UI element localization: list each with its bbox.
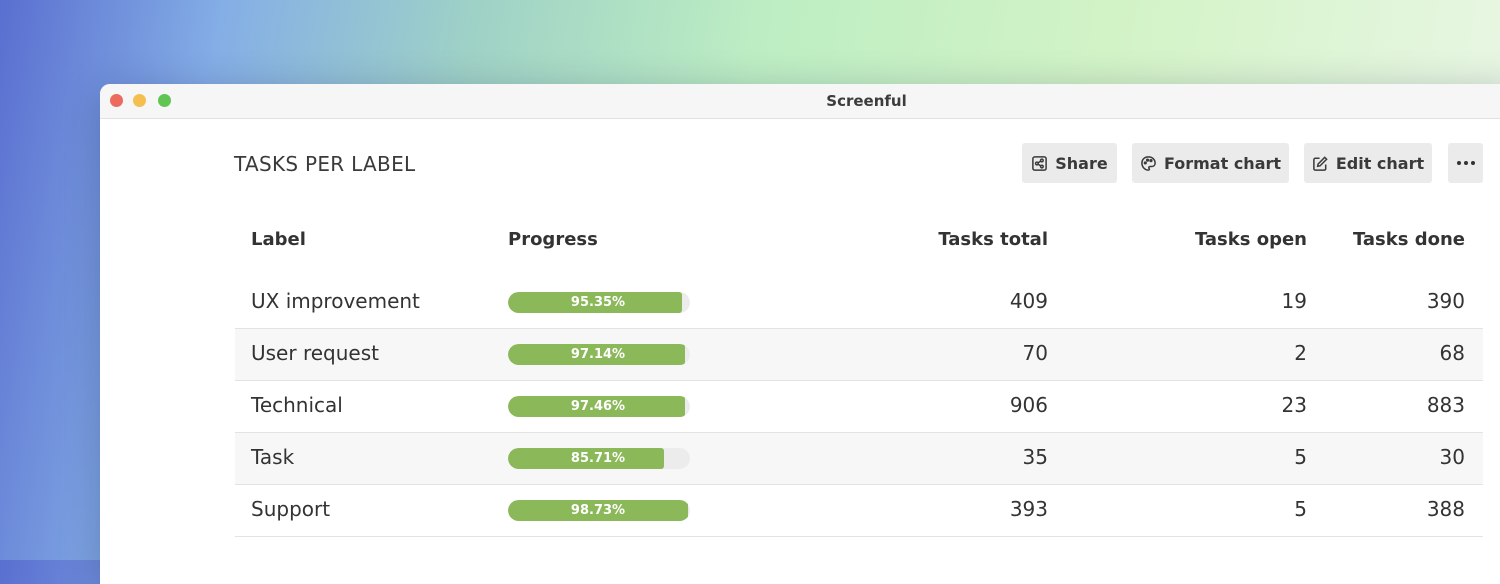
column-header-tasks-open[interactable]: Tasks open (1194, 229, 1307, 250)
progress-value: 95.35% (570, 295, 626, 310)
row-label: User request (251, 341, 379, 365)
progress-value: 85.71% (570, 451, 626, 466)
column-header-tasks-total[interactable]: Tasks total (938, 229, 1048, 250)
tasks-done: 883 (1426, 393, 1465, 417)
share-button[interactable]: Share (1022, 143, 1117, 183)
window-title: Screenful (826, 92, 907, 110)
progress-value: 98.73% (570, 503, 626, 518)
edit-icon (1312, 155, 1328, 171)
close-window-button[interactable] (110, 94, 123, 107)
progress-fill (508, 500, 688, 521)
column-header-label[interactable]: Label (251, 229, 306, 250)
progress-bar: 95.35% (508, 292, 690, 313)
row-label: Task (251, 445, 295, 469)
share-icon (1032, 155, 1048, 171)
tasks-table: Label Progress Tasks total Tasks open Ta… (235, 209, 1483, 537)
progress-fill (508, 448, 664, 469)
tasks-done: 68 (1439, 341, 1465, 365)
palette-icon (1141, 155, 1156, 171)
app-window: Screenful TASKS PER LABEL Share Format c… (100, 84, 1500, 584)
format-chart-label: Format chart (1163, 153, 1282, 173)
row-label: Support (251, 497, 331, 521)
minimize-window-button[interactable] (133, 94, 146, 107)
progress-bar: 85.71% (508, 448, 690, 469)
page-title: TASKS PER LABEL (234, 152, 416, 176)
tasks-total: 393 (1009, 497, 1048, 521)
tasks-total: 35 (1022, 445, 1048, 469)
progress-value: 97.14% (570, 347, 626, 362)
row-label: Technical (251, 393, 343, 417)
tasks-open: 23 (1281, 393, 1307, 417)
row-label: UX improvement (251, 289, 420, 313)
progress-value: 97.46% (570, 399, 626, 414)
table-row: UX improvement 95.35% 409 19 390 (235, 277, 1483, 329)
table-row: User request 97.14% 70 2 68 (235, 329, 1483, 381)
progress-bar: 97.46% (508, 396, 690, 417)
progress-bar: 98.73% (508, 500, 690, 521)
table-header-row: Label Progress Tasks total Tasks open Ta… (235, 209, 1483, 277)
column-header-tasks-done[interactable]: Tasks done (1352, 229, 1465, 250)
tasks-done: 30 (1439, 445, 1465, 469)
title-bar: Screenful (100, 84, 1500, 119)
more-options-button[interactable] (1448, 143, 1483, 183)
zoom-window-button[interactable] (158, 94, 171, 107)
table-row: Support 98.73% 393 5 388 (235, 485, 1483, 537)
edit-chart-label: Edit chart (1335, 153, 1425, 173)
column-header-progress[interactable]: Progress (508, 229, 598, 250)
tasks-done: 390 (1426, 289, 1465, 313)
tasks-open: 5 (1294, 497, 1307, 521)
tasks-total: 70 (1022, 341, 1048, 365)
tasks-open: 5 (1294, 445, 1307, 469)
progress-bar: 97.14% (508, 344, 690, 365)
progress-fill (508, 344, 685, 365)
more-horizontal-icon (1456, 161, 1475, 165)
tasks-open: 19 (1281, 289, 1307, 313)
edit-chart-button[interactable]: Edit chart (1304, 143, 1432, 183)
progress-fill (508, 292, 682, 313)
tasks-total: 906 (1009, 393, 1048, 417)
tasks-total: 409 (1009, 289, 1048, 313)
progress-fill (508, 396, 686, 417)
table-row: Task 85.71% 35 5 30 (235, 433, 1483, 485)
format-chart-button[interactable]: Format chart (1132, 143, 1289, 183)
table-row: Technical 97.46% 906 23 883 (235, 381, 1483, 433)
tasks-open: 2 (1294, 341, 1307, 365)
tasks-done: 388 (1426, 497, 1465, 521)
share-label: Share (1055, 153, 1108, 173)
